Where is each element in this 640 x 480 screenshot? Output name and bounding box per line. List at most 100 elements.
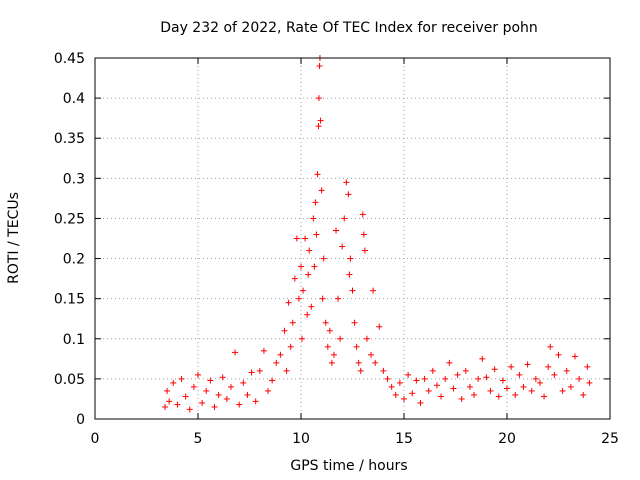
plot-frame [94,57,611,420]
data-point [471,391,478,398]
data-point [174,401,181,408]
data-point [586,379,593,386]
data-point [376,323,383,330]
data-point [166,398,173,405]
data-point [380,367,387,374]
data-point [483,374,490,381]
data-point [536,379,543,386]
data-point [446,359,453,366]
data-point [260,347,267,354]
data-point [346,271,353,278]
data-point [190,383,197,390]
data-point [293,235,300,242]
data-point [580,391,587,398]
data-point [256,367,263,374]
chart-title: Day 232 of 2022, Rate Of TEC Index for r… [160,20,538,36]
data-point [291,275,298,282]
data-point [304,311,311,318]
x-axis-label: GPS time / hours [290,458,407,474]
x-axis-ticks: 0 5 10 15 20 25 [91,58,619,447]
data-point [337,335,344,342]
data-point [211,403,218,410]
data-point [368,351,375,358]
data-point [178,375,185,382]
data-point [162,403,169,410]
data-point [413,377,420,384]
data-point [341,215,348,222]
data-point [310,215,317,222]
x-tick-label: 0 [91,431,100,447]
data-point [532,375,539,382]
data-point [318,187,325,194]
data-point [320,255,327,262]
data-point [466,383,473,390]
y-tick-label: 0.4 [63,91,85,107]
y-tick-label: 0.1 [63,332,85,348]
data-point [351,319,358,326]
data-point [495,393,502,400]
data-point [319,295,326,302]
grid-lines [95,58,610,419]
data-point [491,366,498,373]
data-point [370,287,377,294]
data-point [547,343,554,350]
data-point [421,375,428,382]
y-tick-label: 0.2 [63,252,85,268]
data-point [252,398,259,405]
data-point [283,367,290,374]
data-point [551,371,558,378]
data-point [355,359,362,366]
x-tick-label: 5 [194,431,203,447]
data-point [442,375,449,382]
data-point [462,367,469,374]
data-point [232,349,239,356]
data-point [302,235,309,242]
data-point [425,387,432,394]
data-point [315,123,322,130]
data-point [520,383,527,390]
data-point [384,375,391,382]
data-point [516,371,523,378]
data-point [186,406,193,413]
data-point [164,387,171,394]
data-point [295,295,302,302]
data-point [203,387,210,394]
data-point [349,287,356,294]
data-point [305,271,312,278]
y-tick-label: 0.35 [54,131,85,147]
data-point [273,359,280,366]
y-tick-label: 0.45 [54,51,85,67]
data-point [429,367,436,374]
data-point [347,255,354,262]
data-point [313,231,320,238]
data-point [265,387,272,394]
data-point [396,379,403,386]
data-point [392,391,399,398]
data-point [576,375,583,382]
data-point [326,327,333,334]
data-point [219,374,226,381]
data-point [499,377,506,384]
data-point [401,395,407,402]
data-point [559,387,566,394]
data-point [248,369,255,376]
data-point [388,383,395,390]
data-point [357,367,364,374]
data-point [244,391,251,398]
data-point [199,399,206,406]
data-point [360,231,367,238]
data-point [409,390,416,397]
data-point [512,391,519,398]
data-point [223,395,230,402]
data-point [343,179,350,186]
data-point [215,391,222,398]
data-point [504,385,510,392]
data-point [339,243,346,250]
data-point [584,363,591,370]
data-point [170,379,177,386]
data-point [417,399,424,406]
data-point [240,379,247,386]
data-point [227,383,234,390]
data-point [475,375,482,382]
x-tick-label: 20 [498,431,516,447]
